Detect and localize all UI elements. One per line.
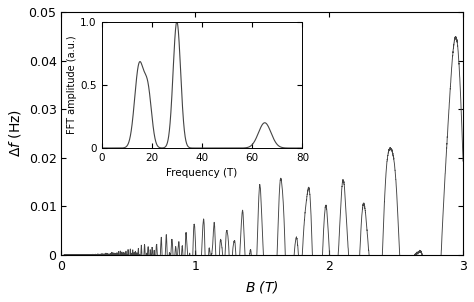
- X-axis label: $B$ (T): $B$ (T): [246, 279, 279, 295]
- Y-axis label: $\Delta f$ (Hz): $\Delta f$ (Hz): [7, 109, 23, 158]
